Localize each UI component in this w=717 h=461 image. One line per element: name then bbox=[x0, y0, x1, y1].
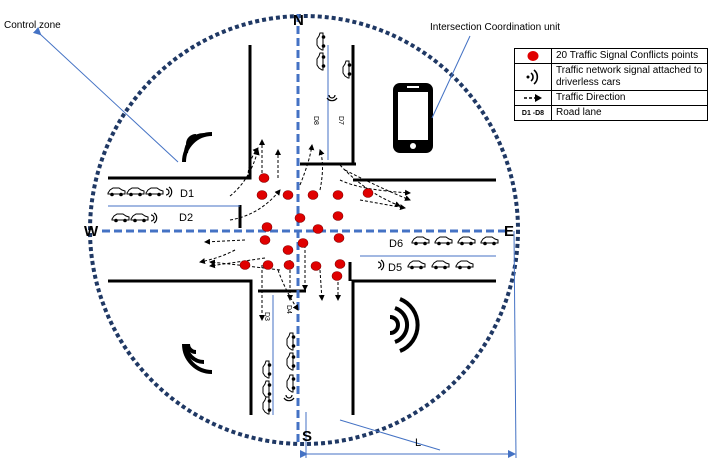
conflict-point-icon bbox=[515, 49, 552, 63]
conflict-point bbox=[282, 245, 294, 255]
road-edges bbox=[108, 45, 496, 415]
lane-code: D1 -D8 bbox=[515, 106, 552, 120]
legend-row: D1 -D8 Road lane bbox=[515, 106, 707, 120]
compass-east: E bbox=[504, 223, 515, 240]
conflict-point bbox=[332, 190, 344, 200]
control-zone-circle bbox=[88, 14, 520, 446]
conflict-point bbox=[239, 260, 251, 270]
cars-south bbox=[262, 332, 296, 415]
coordination-unit-label: Intersection Coordination unit bbox=[430, 22, 561, 33]
legend-row: 20 Traffic Signal Conflicts points bbox=[515, 49, 707, 64]
legend-text: Traffic Direction bbox=[556, 92, 626, 103]
legend-text: Traffic network signal attached to drive… bbox=[556, 65, 703, 88]
lane-label-d4: D4 bbox=[285, 305, 292, 314]
conflict-point bbox=[258, 173, 270, 183]
lane-dividers bbox=[102, 14, 510, 445]
coordination-unit-pointer bbox=[431, 35, 471, 119]
control-zone-pointer bbox=[32, 26, 179, 163]
legend-row: Traffic network signal attached to drive… bbox=[515, 64, 707, 91]
conflict-point bbox=[362, 188, 374, 198]
conflict-point bbox=[256, 190, 268, 200]
compass-north: N bbox=[293, 12, 304, 29]
conflict-point bbox=[261, 222, 273, 232]
compass-south: S bbox=[302, 428, 313, 445]
control-zone-label: Control zone bbox=[4, 20, 61, 31]
legend-row: Traffic Direction bbox=[515, 91, 707, 106]
conflict-points bbox=[239, 173, 374, 281]
conflict-point bbox=[332, 211, 344, 221]
conflict-point bbox=[294, 213, 306, 223]
conflict-point bbox=[307, 190, 319, 200]
conflict-point bbox=[331, 271, 343, 281]
lane-label-d1: D1 bbox=[180, 188, 195, 200]
lane-label-d6: D6 bbox=[389, 238, 404, 250]
conflict-point bbox=[312, 224, 324, 234]
wireless-signal-icon bbox=[182, 343, 213, 374]
lane-label-d2: D2 bbox=[179, 212, 194, 224]
conflict-point bbox=[310, 261, 322, 271]
radius-measurement bbox=[300, 230, 517, 459]
legend-text: Road lane bbox=[556, 107, 602, 118]
conflict-point bbox=[259, 235, 271, 245]
legend-text: 20 Traffic Signal Conflicts points bbox=[556, 50, 699, 61]
lane-label-d5: D5 bbox=[388, 262, 403, 274]
cars-north bbox=[316, 32, 352, 102]
conflict-point bbox=[282, 190, 294, 200]
conflict-point bbox=[297, 238, 309, 248]
legend: 20 Traffic Signal Conflicts points Traff… bbox=[514, 48, 708, 121]
conflict-point bbox=[333, 233, 345, 243]
conflict-point bbox=[262, 260, 274, 270]
wireless-signal-icon bbox=[515, 64, 552, 90]
wireless-signal-icon bbox=[389, 297, 420, 353]
lane-label-d7: D7 bbox=[337, 116, 344, 125]
conflict-point bbox=[283, 260, 295, 270]
wireless-signal-icon bbox=[182, 132, 213, 163]
radius-label: L bbox=[415, 437, 422, 449]
conflict-point bbox=[334, 259, 346, 269]
compass-west: W bbox=[84, 223, 99, 240]
coordination-unit-phone-icon bbox=[393, 83, 433, 153]
lane-label-d3: D3 bbox=[263, 312, 270, 321]
cars-west bbox=[107, 186, 173, 224]
direction-arrow-icon bbox=[515, 91, 552, 105]
lane-label-d8: D8 bbox=[312, 116, 319, 125]
